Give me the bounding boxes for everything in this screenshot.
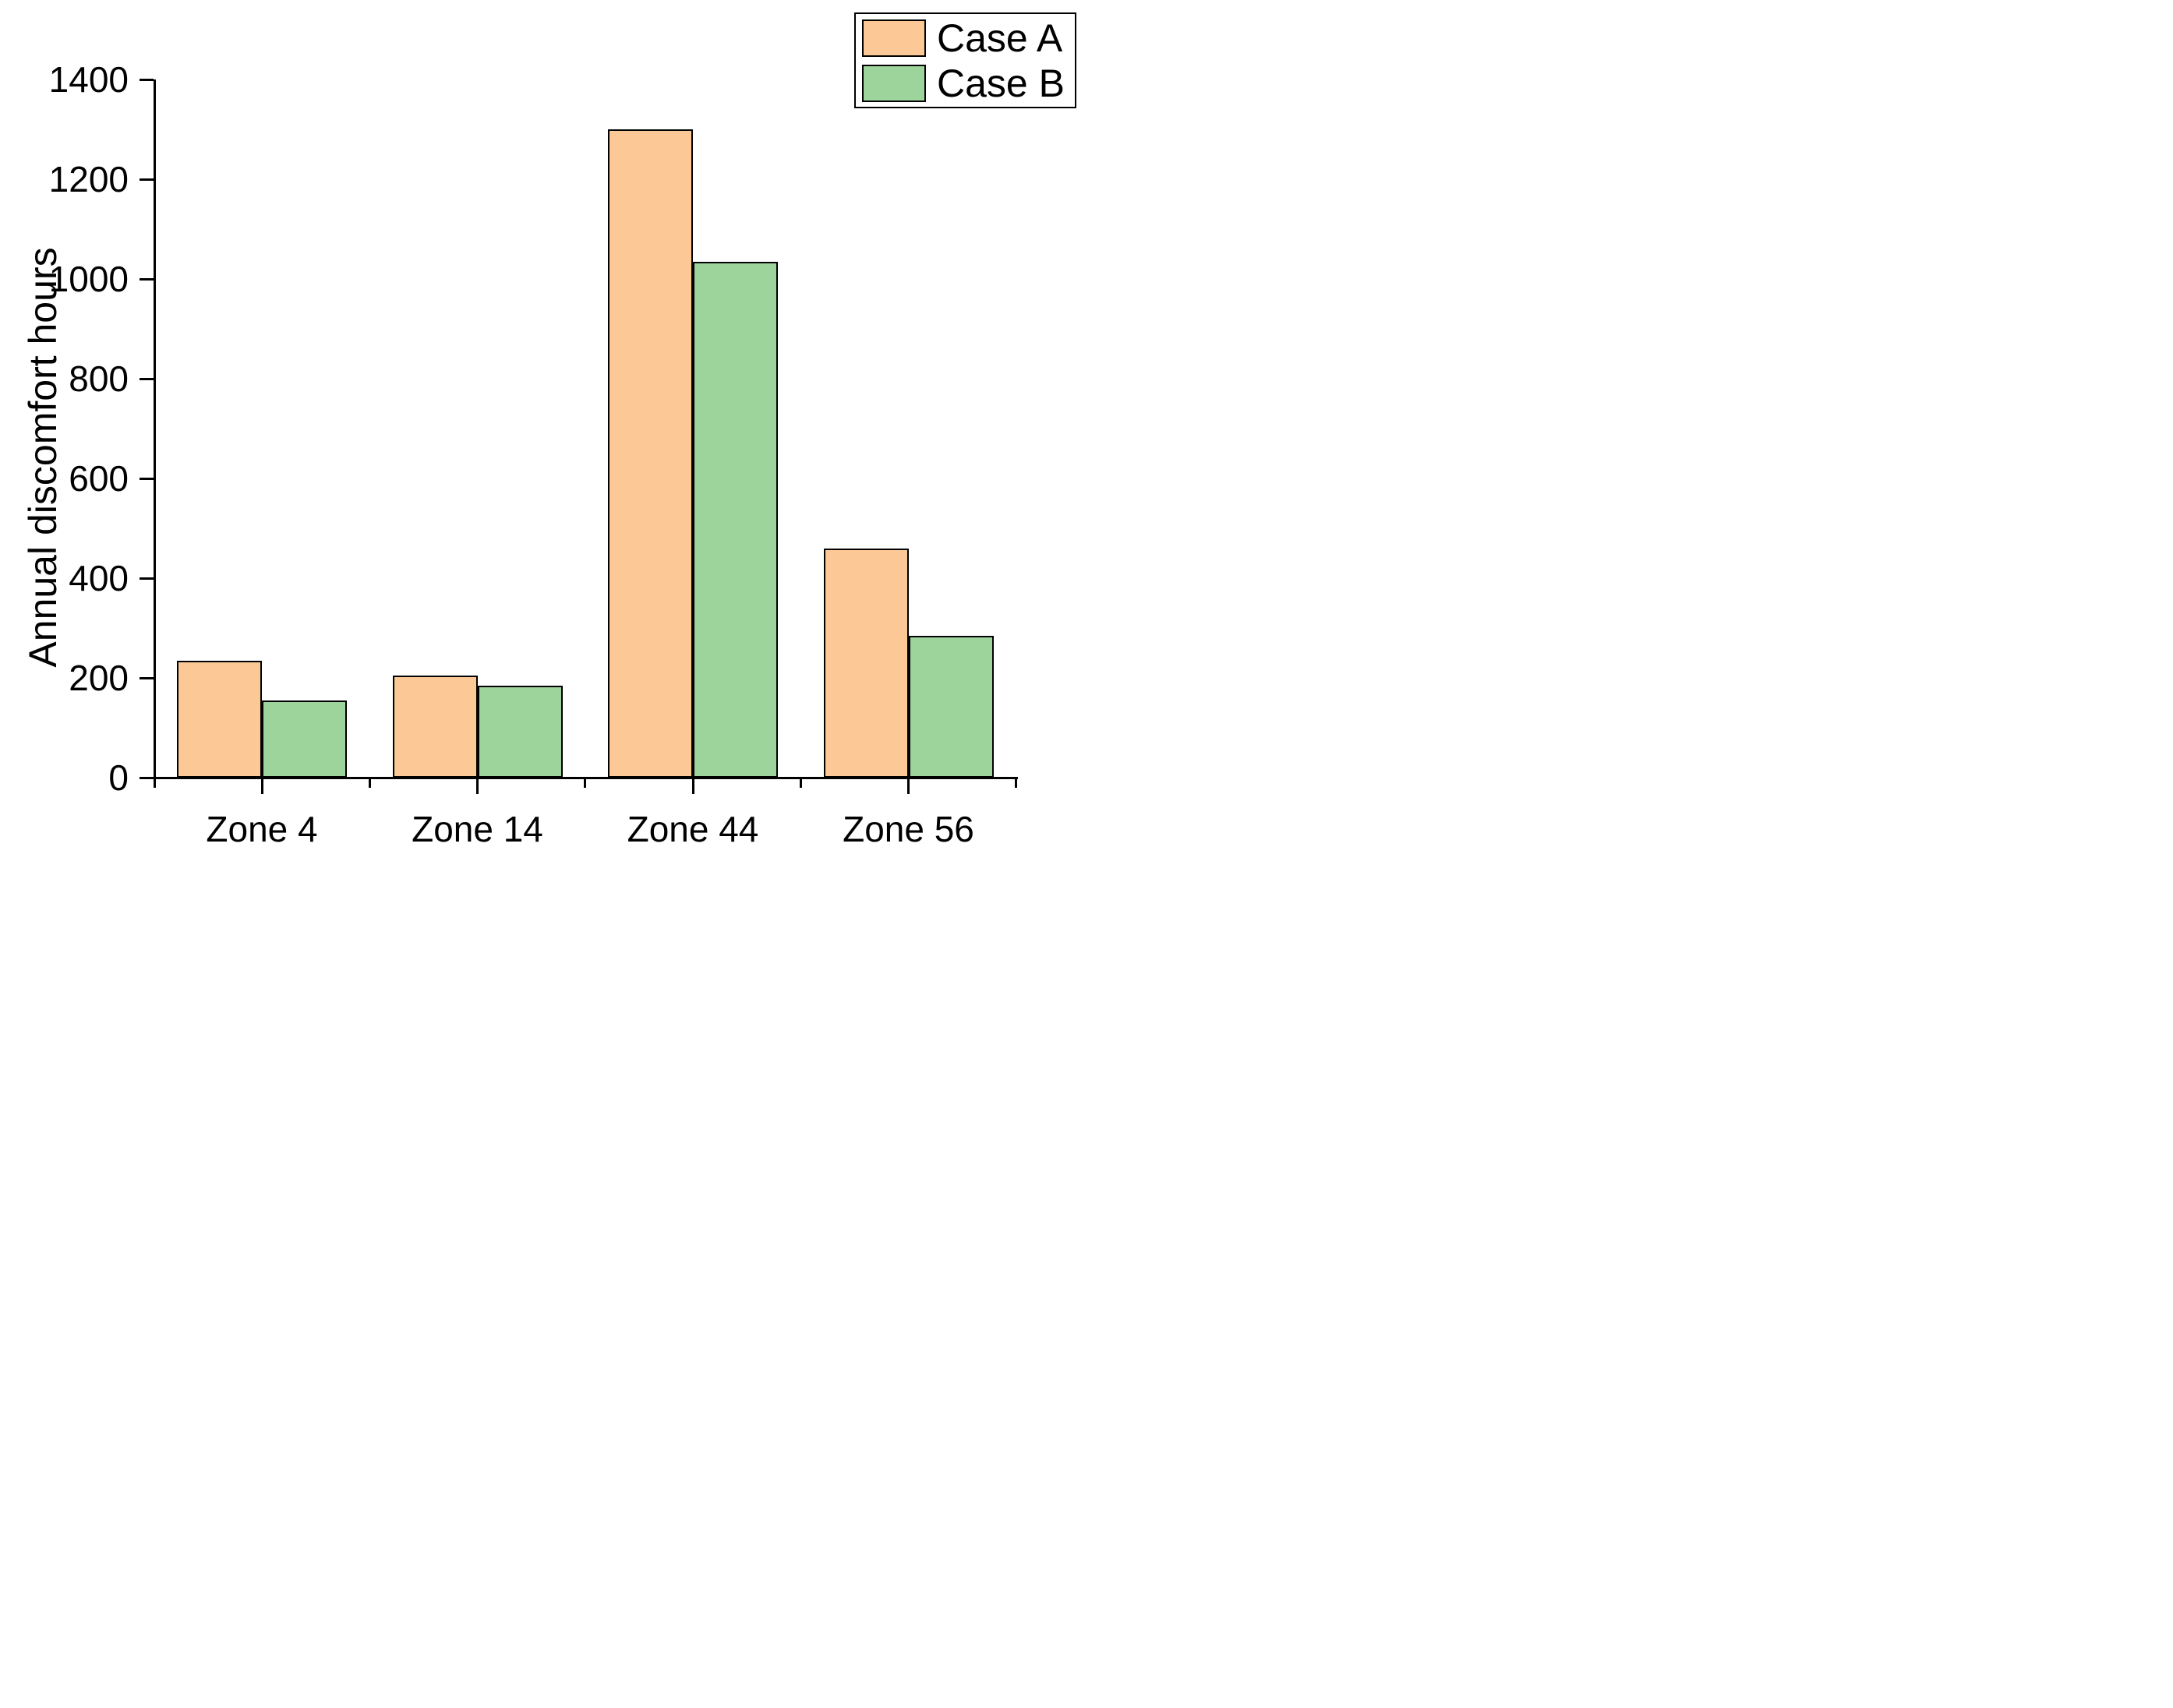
bar-case-a-zone-56	[823, 548, 909, 778]
y-tick-mark	[139, 78, 154, 81]
bar-case-a-zone-14	[392, 675, 478, 778]
y-tick-mark	[139, 477, 154, 480]
y-tick-mark	[139, 776, 154, 779]
x-tick-mark	[691, 778, 694, 794]
y-tick-label: 1400	[48, 59, 129, 100]
x-boundary-tick-mark	[368, 778, 371, 788]
y-tick-mark	[139, 277, 154, 281]
x-boundary-tick-mark	[1015, 778, 1018, 788]
legend-label: Case A	[937, 16, 1063, 60]
y-tick-label: 1000	[48, 259, 129, 299]
bar-case-b-zone-4	[262, 700, 347, 778]
x-category-label: Zone 14	[412, 809, 543, 849]
y-tick-label: 600	[69, 458, 129, 499]
y-tick-mark	[139, 577, 154, 580]
bar-case-b-zone-56	[908, 635, 994, 778]
y-tick-label: 400	[69, 558, 129, 598]
x-category-label: Zone 44	[627, 809, 759, 849]
x-tick-mark	[907, 778, 910, 794]
x-axis-line	[153, 776, 1018, 779]
x-tick-mark	[476, 778, 479, 794]
y-tick-label: 1200	[48, 159, 129, 199]
x-boundary-tick-mark	[153, 778, 156, 788]
x-category-label: Zone 56	[843, 809, 974, 849]
y-axis-line	[153, 79, 156, 779]
y-tick-mark	[139, 178, 154, 181]
y-tick-mark	[139, 377, 154, 380]
legend-item: Case A	[862, 19, 1075, 58]
x-boundary-tick-mark	[799, 778, 802, 788]
y-tick-label: 0	[108, 757, 129, 798]
x-boundary-tick-mark	[584, 778, 587, 788]
bar-case-b-zone-44	[693, 261, 778, 778]
bar-case-a-zone-4	[177, 660, 262, 778]
y-tick-label: 800	[69, 358, 129, 399]
legend-label: Case B	[937, 61, 1065, 105]
bar-case-a-zone-44	[608, 129, 693, 778]
legend-swatch-icon	[862, 19, 926, 57]
x-category-label: Zone 4	[206, 809, 318, 849]
x-tick-mark	[260, 778, 263, 794]
bar-case-b-zone-14	[477, 685, 563, 778]
bar-chart-figure: Annual discomfort hours 0 200 400 600 800 100…	[0, 0, 1086, 854]
legend: Case A Case B	[854, 12, 1076, 108]
legend-item: Case B	[862, 64, 1075, 103]
y-axis-title: Annual discomfort hours	[21, 247, 65, 668]
y-tick-label: 200	[69, 658, 129, 698]
y-tick-mark	[139, 676, 154, 679]
legend-swatch-icon	[862, 64, 926, 102]
